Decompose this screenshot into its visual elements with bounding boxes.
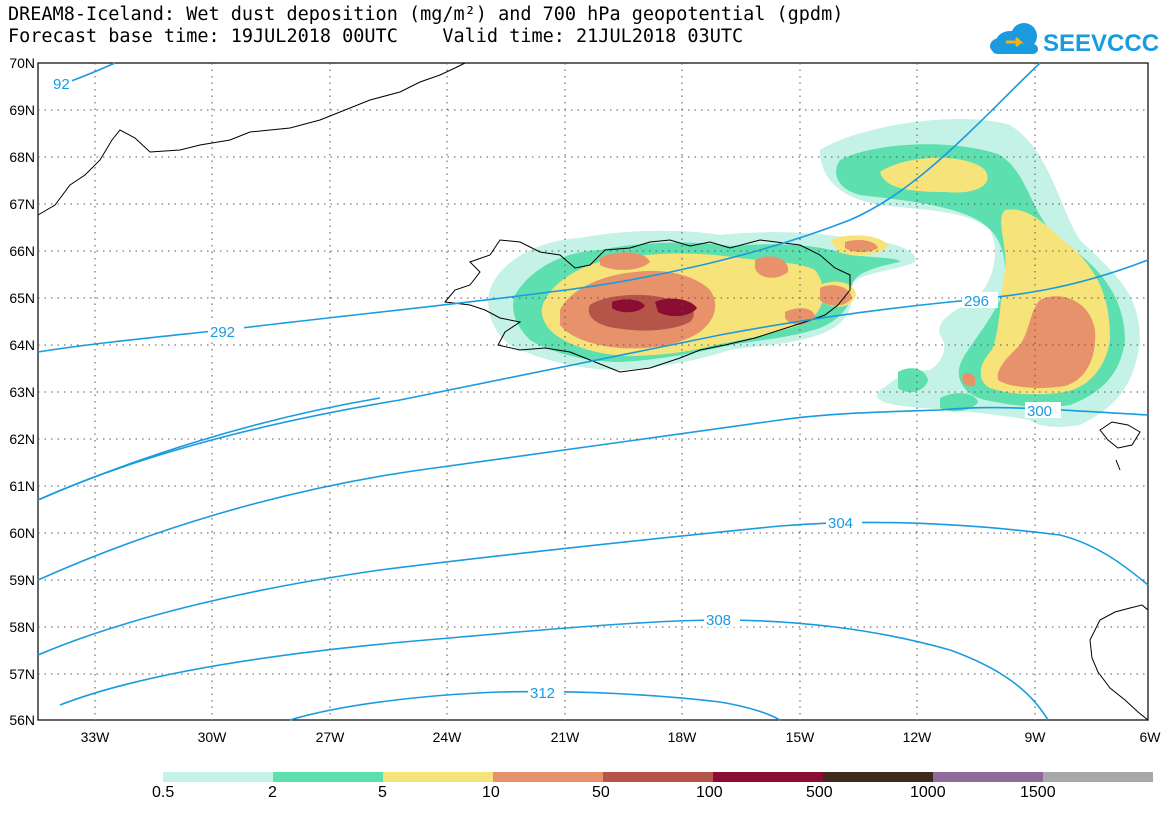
- title-line-1: DREAM8-Iceland: Wet dust deposition (mg/…: [8, 4, 844, 25]
- lat-label: 63N: [9, 384, 35, 400]
- faroe-coast: [1099, 421, 1141, 449]
- lat-label: 62N: [9, 431, 35, 447]
- color-legend: [163, 772, 1153, 782]
- lat-label: 57N: [9, 666, 35, 682]
- scotland-coast: [1089, 604, 1149, 722]
- contour-292: [37, 62, 1041, 353]
- lat-label: 66N: [9, 243, 35, 259]
- lat-label: 64N: [9, 337, 35, 353]
- lon-label: 21W: [551, 729, 581, 745]
- contour-304: [37, 521, 1149, 656]
- lon-label: 9W: [1025, 729, 1047, 745]
- legend-label: 10: [482, 784, 500, 801]
- iceland-coast: [444, 239, 851, 373]
- lon-label: 24W: [433, 729, 463, 745]
- legend-label: 0.5: [152, 784, 175, 801]
- legend-swatch: [933, 772, 1043, 782]
- lon-label: 15W: [786, 729, 816, 745]
- lat-label: 69N: [9, 102, 35, 118]
- legend-swatch: [383, 772, 493, 782]
- contour-label-296: 296: [964, 293, 989, 310]
- lon-label: 30W: [198, 729, 228, 745]
- logo-text: SEEVCCC: [1043, 30, 1159, 57]
- greenland-coast: [37, 62, 466, 216]
- legend-label: 5: [378, 784, 387, 801]
- legend-swatch: [603, 772, 713, 782]
- legend-swatch: [273, 772, 383, 782]
- lon-label: 12W: [903, 729, 933, 745]
- contour-label-312: 312: [530, 685, 555, 702]
- dust-deposition-field: [488, 119, 1140, 427]
- longitude-labels: 33W 30W 27W 24W 21W 18W 15W 12W 9W 6W: [81, 729, 1162, 745]
- legend-swatch: [493, 772, 603, 782]
- contour-308: [59, 619, 1049, 721]
- legend-swatch: [1043, 772, 1153, 782]
- contour-300-sw: [37, 397, 381, 501]
- lat-label: 70N: [9, 55, 35, 71]
- title-line-2: Forecast base time: 19JUL2018 00UTC Vali…: [8, 26, 744, 47]
- contour-label-308: 308: [706, 612, 731, 629]
- cloud-icon: [990, 23, 1038, 54]
- lat-label: 68N: [9, 149, 35, 165]
- contour-label-292: 292: [210, 324, 235, 341]
- coastlines: [37, 62, 1149, 722]
- contour-labels: 92 292 296 300 304 308 312: [52, 75, 1061, 702]
- legend-label: 100: [696, 784, 723, 801]
- contour-label-92: 92: [53, 76, 70, 93]
- legend-label: 50: [592, 784, 610, 801]
- gridlines: [38, 63, 1148, 720]
- legend-label: 1500: [1020, 784, 1056, 801]
- legend-label: 500: [806, 784, 833, 801]
- lon-label: 33W: [81, 729, 111, 745]
- contour-label-304: 304: [828, 515, 853, 532]
- contour-300: [37, 406, 1149, 581]
- seevccc-logo: SEEVCCC: [990, 23, 1159, 57]
- legend-swatch: [713, 772, 823, 782]
- latitude-labels: 70N 69N 68N 67N 66N 65N 64N 63N 62N 61N …: [9, 55, 35, 728]
- lon-label: 27W: [316, 729, 346, 745]
- legend-label: 2: [268, 784, 277, 801]
- lat-label: 61N: [9, 478, 35, 494]
- lat-label: 67N: [9, 196, 35, 212]
- lon-label: 18W: [668, 729, 698, 745]
- lat-label: 56N: [9, 712, 35, 728]
- lat-label: 60N: [9, 525, 35, 541]
- legend-label: 1000: [910, 784, 946, 801]
- lat-label: 59N: [9, 572, 35, 588]
- lat-label: 65N: [9, 290, 35, 306]
- legend-swatch: [823, 772, 933, 782]
- legend-swatch: [163, 772, 273, 782]
- contour-label-300: 300: [1027, 403, 1052, 420]
- lat-label: 58N: [9, 619, 35, 635]
- lon-label: 6W: [1140, 729, 1162, 745]
